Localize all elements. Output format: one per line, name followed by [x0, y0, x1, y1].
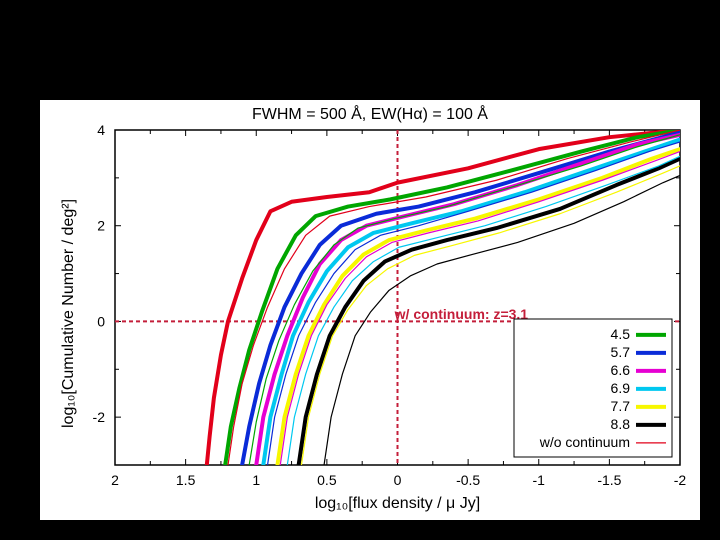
legend-label: 6.9 [611, 380, 631, 396]
ytick-label: 4 [97, 122, 105, 138]
legend-label: 7.7 [611, 398, 631, 414]
ytick-label: 0 [97, 313, 105, 329]
chart-title: FWHM = 500 Å, EW(Hα) = 100 Å [40, 106, 700, 124]
legend-label: 6.6 [611, 362, 631, 378]
xtick-label: 2 [111, 472, 119, 488]
legend: 4.5 5.7 6.6 6.9 7.7 8.8 w/o continuum [514, 319, 672, 457]
legend-label: 4.5 [611, 326, 631, 342]
xtick-label: -2 [674, 472, 687, 488]
legend-label: 5.7 [611, 344, 631, 360]
legend-label: w/o continuum [539, 434, 630, 450]
y-axis-label: log₁₀[Cumulative Number / deg²] [60, 198, 78, 427]
xtick-label: -1.5 [597, 472, 621, 488]
legend-label: 8.8 [611, 416, 631, 432]
xtick-label: -0.5 [456, 472, 480, 488]
xtick-label: 1 [252, 472, 260, 488]
ytick-label: 2 [97, 218, 105, 234]
chart-svg: 2 1.5 1 0.5 0 -0.5 -1 -1.5 -2 -2 0 2 4 w/ continuum: … [40, 100, 700, 520]
xtick-label: 0 [394, 472, 402, 488]
annotation-text: w/ continuum: z=3.1 [394, 306, 529, 322]
xtick-label: 0.5 [317, 472, 337, 488]
chart-container: FWHM = 500 Å, EW(Hα) = 100 Å 2 1.5 1 0.5 0 -0… [40, 100, 700, 520]
xtick-label: -1 [533, 472, 546, 488]
x-axis-label: log₁₀[flux density / μ Jy] [288, 495, 508, 513]
ytick-label: -2 [93, 409, 106, 425]
xtick-label: 1.5 [176, 472, 196, 488]
